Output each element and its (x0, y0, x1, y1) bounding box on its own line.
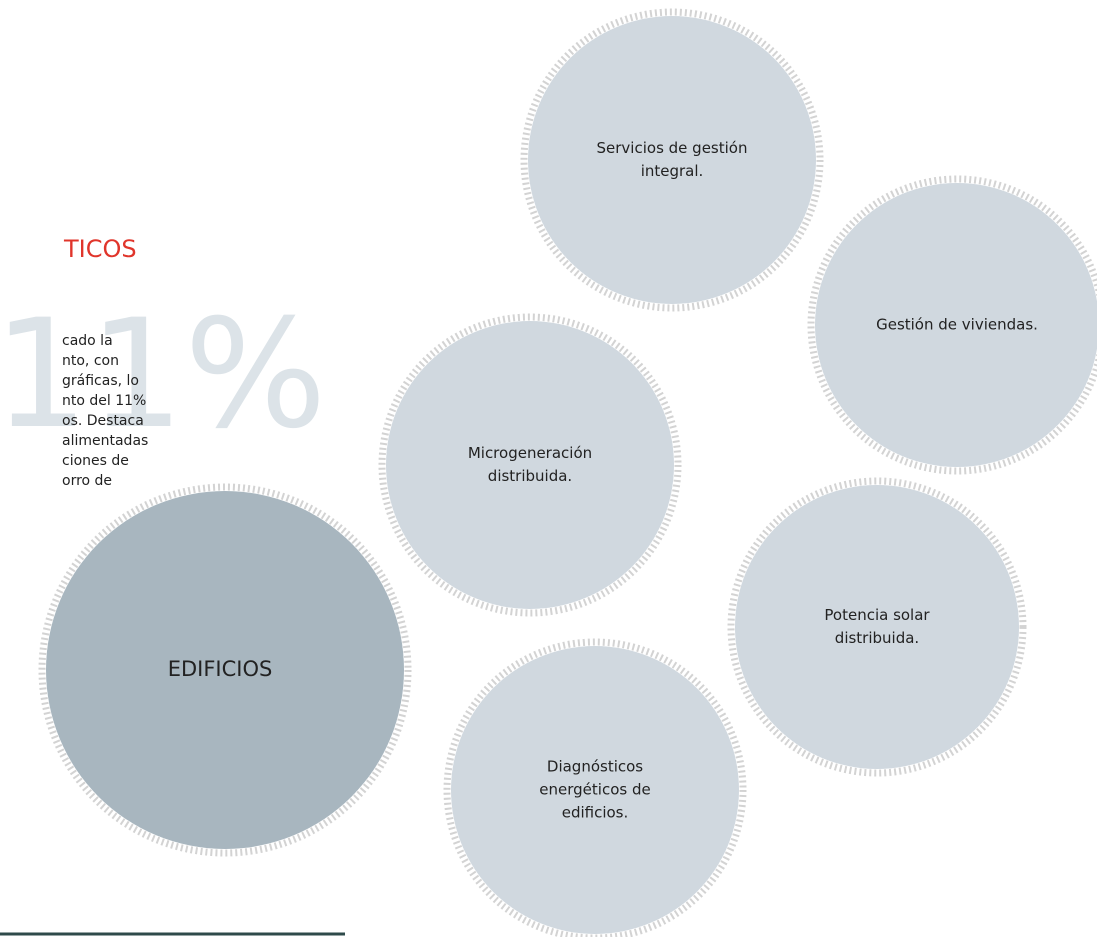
node-label: Microgeneración (468, 444, 592, 462)
circle-border (520, 8, 824, 312)
paragraph-line: os. Destaca (62, 413, 144, 429)
circle (815, 183, 1097, 467)
circle-border (727, 477, 1027, 777)
node-label: Diagnósticos (547, 758, 643, 776)
circle-border (378, 313, 682, 617)
paragraph-line: gráficas, lo (62, 373, 139, 389)
heading: TICOS (63, 235, 137, 263)
circle (735, 485, 1019, 769)
circle (451, 646, 739, 934)
circle (386, 321, 674, 609)
paragraph-line: orro de (62, 473, 112, 489)
circle-border (38, 483, 412, 857)
paragraph-line: ciones de (62, 453, 129, 469)
node-label: distribuida. (488, 467, 572, 485)
hub-label: EDIFICIOS (168, 657, 273, 681)
node-label: integral. (641, 162, 704, 180)
big-figure: 11% (0, 288, 327, 462)
node-label: Gestión de viviendas. (876, 316, 1038, 334)
paragraph: cado la nto, con gráficas, lo nto del 11% os… (62, 333, 148, 489)
circle-border (443, 638, 747, 937)
node-label: energéticos de (539, 781, 650, 799)
paragraph-line: nto del 11% (62, 393, 146, 409)
node-label: distribuida. (835, 629, 919, 647)
circle (46, 491, 404, 849)
paragraph-line: cado la (62, 333, 113, 349)
paragraph-line: nto, con (62, 353, 119, 369)
circle (528, 16, 816, 304)
node-label: Potencia solar (824, 606, 930, 624)
paragraph-line: alimentadas (62, 433, 148, 449)
node-label: edificios. (562, 804, 629, 822)
circles: Servicios de gestión integral. Gestión de … (38, 8, 1097, 937)
node-label: Servicios de gestión (597, 139, 748, 157)
